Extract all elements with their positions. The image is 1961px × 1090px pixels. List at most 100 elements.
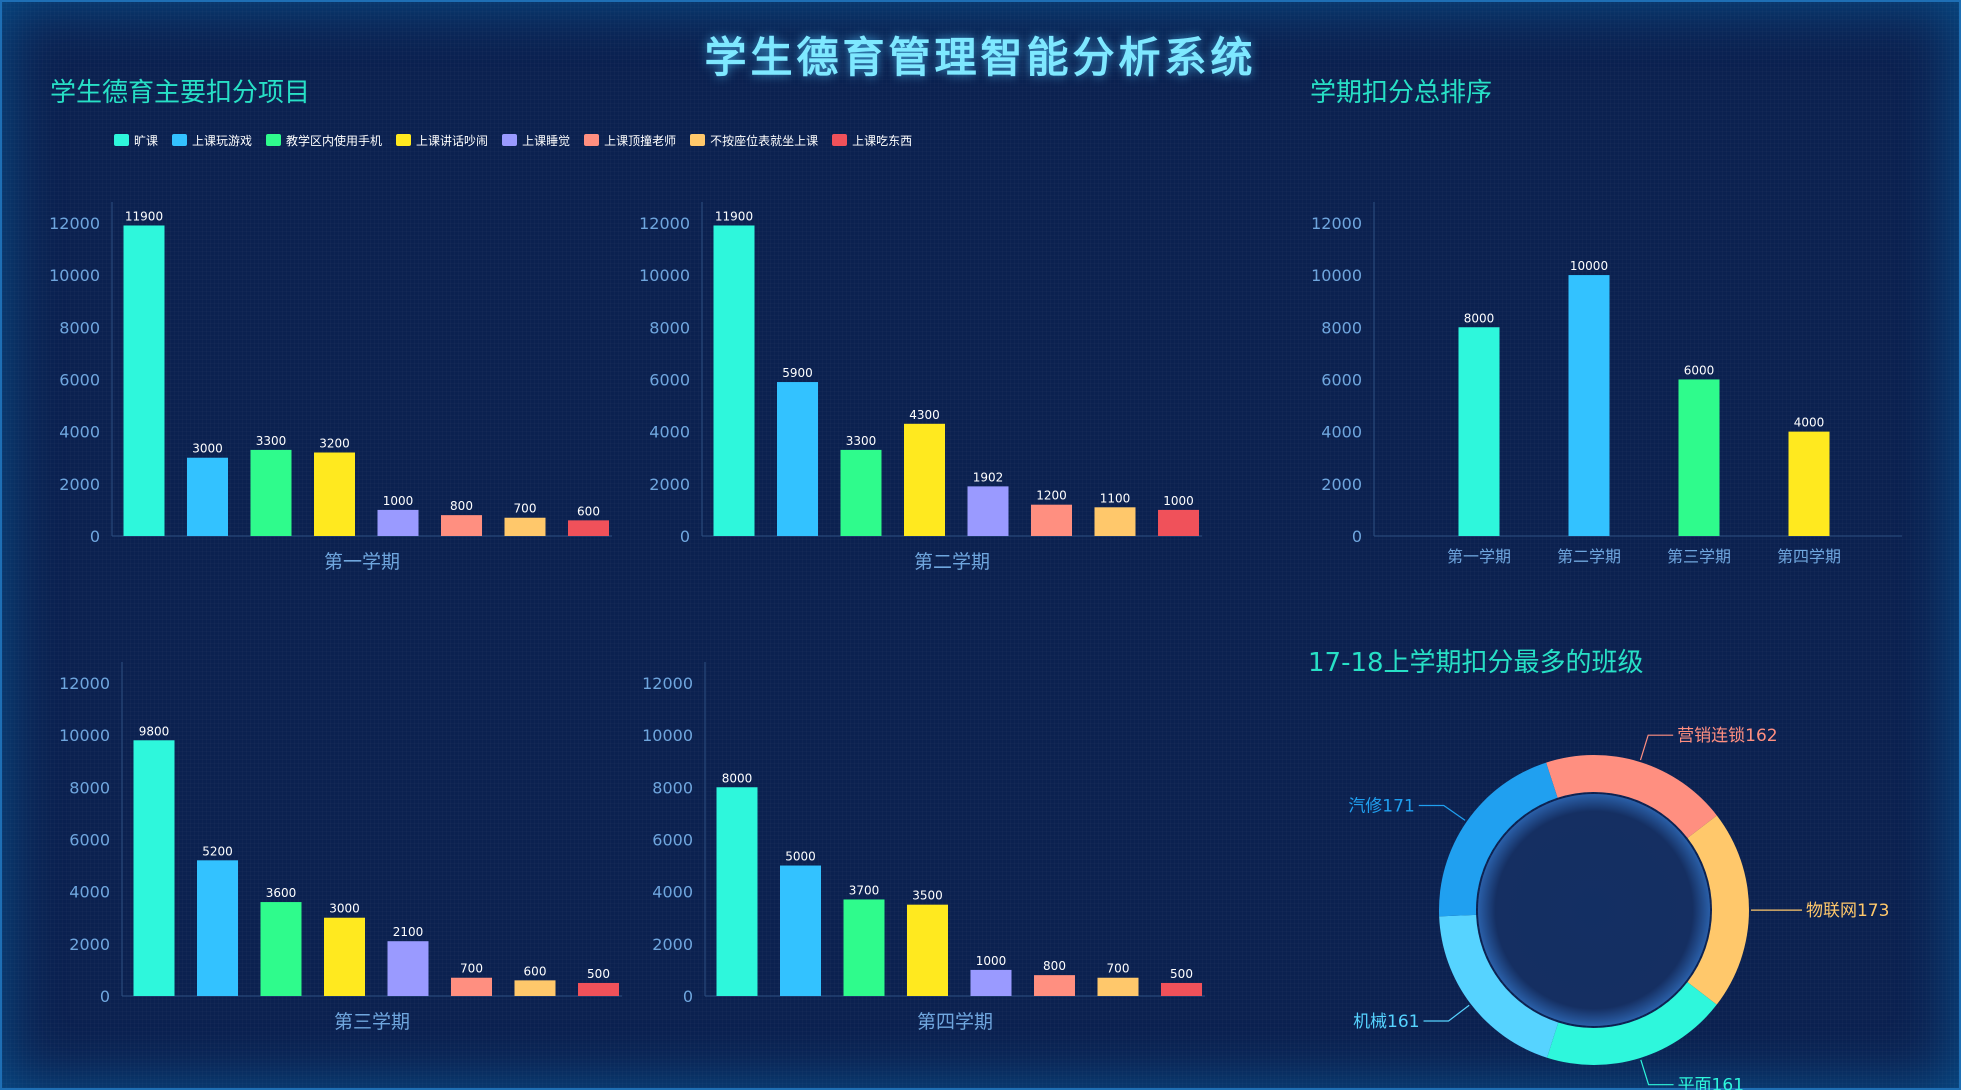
bar [1161, 982, 1202, 996]
legend-item[interactable]: 上课吃东西 [832, 132, 912, 149]
bar [1458, 327, 1500, 536]
y-tick-label: 12000 [49, 214, 100, 233]
legend-label: 上课讲话吵闹 [416, 133, 489, 148]
term2-bar-chart: 0 2000 4000 6000 8000 10000 12000 11900 5900 3300… [639, 202, 1202, 573]
legend-item[interactable]: 上课睡觉 [502, 132, 570, 149]
bar-value-label: 5200 [202, 844, 233, 858]
bar-value-label: 500 [587, 967, 610, 981]
bar [451, 977, 492, 996]
page-title: 学生德育管理智能分析系统 [704, 33, 1257, 82]
y-tick-label: 6000 [69, 830, 110, 849]
legend-item[interactable]: 不按座位表就坐上课 [690, 132, 818, 149]
y-tick-label: 0 [683, 987, 693, 1006]
y-tick-label: 4000 [69, 883, 110, 902]
bar-value-label: 8000 [1464, 311, 1495, 325]
top-classes-section-title: 17-18上学期扣分最多的班级 [1308, 648, 1644, 678]
legend-label: 上课吃东西 [852, 133, 913, 148]
bar [314, 452, 355, 536]
y-tick-label: 8000 [69, 778, 110, 797]
donut-center [1478, 794, 1710, 1026]
donut-slice [1439, 762, 1558, 917]
bar-value-label: 700 [460, 962, 483, 976]
bar-value-label: 4000 [1794, 416, 1825, 430]
y-tick-label: 2000 [649, 475, 690, 494]
y-tick-label: 2000 [652, 935, 693, 954]
y-tick-label: 8000 [652, 778, 693, 797]
bar-value-label: 10000 [1570, 259, 1608, 273]
y-tick-label: 0 [100, 987, 110, 1006]
bar [907, 904, 948, 996]
y-tick-label: 10000 [59, 726, 110, 745]
bar-value-label: 3300 [846, 434, 877, 448]
bar-value-label: 800 [450, 499, 473, 513]
y-tick-label: 4000 [652, 883, 693, 902]
bar [1568, 275, 1610, 536]
bar [1158, 509, 1199, 536]
legend-swatch [266, 134, 282, 146]
bar-value-label: 1200 [1036, 489, 1067, 503]
donut-slice [1546, 755, 1717, 839]
legend-item[interactable]: 旷课 [114, 132, 158, 149]
bar [324, 917, 365, 996]
bar-value-label: 500 [1170, 967, 1193, 981]
y-tick-label: 0 [90, 527, 100, 546]
bar [1034, 975, 1075, 996]
y-tick-label: 10000 [49, 266, 100, 285]
legend-swatch [114, 134, 129, 146]
legend-label: 不按座位表就坐上课 [710, 133, 819, 148]
y-tick-label: 4000 [649, 423, 690, 442]
bar-value-label: 3300 [256, 434, 287, 448]
bar [904, 423, 945, 536]
bar-value-label: 3700 [849, 883, 880, 897]
bar [514, 980, 556, 996]
y-tick-label: 12000 [59, 674, 110, 693]
donut-slice-label: 汽修171 [1348, 796, 1414, 816]
bar-value-label: 5900 [782, 366, 813, 380]
bar [377, 509, 419, 536]
bar [1678, 379, 1720, 536]
legend-swatch [396, 134, 412, 146]
bar-value-label: 1000 [1163, 494, 1194, 508]
bar-value-label: 3000 [329, 902, 360, 916]
y-tick-label: 6000 [649, 370, 690, 389]
bar-value-label: 3500 [912, 889, 943, 903]
donut-leader-line [1423, 1004, 1470, 1022]
donut-leader-line [1639, 734, 1674, 761]
y-tick-label: 4000 [1321, 423, 1362, 442]
y-tick-label: 2000 [69, 935, 110, 954]
bar-value-label: 1902 [973, 470, 1004, 484]
donut-slice-label: 平面161 [1678, 1076, 1744, 1090]
bar [123, 225, 165, 536]
legend-label: 教学区内使用手机 [286, 133, 383, 148]
legend-item[interactable]: 上课玩游戏 [172, 132, 252, 149]
bar-value-label: 3000 [192, 442, 223, 456]
donut-slice [1439, 914, 1559, 1058]
bar-value-label: 6000 [1684, 363, 1715, 377]
y-tick-label: 10000 [642, 726, 693, 745]
bar-value-label: 600 [577, 504, 600, 518]
donut-leader-line [1640, 1059, 1674, 1086]
donut-slice-label: 物联网173 [1806, 901, 1889, 921]
term4-bar-chart: 0 2000 4000 6000 8000 10000 12000 8000 5000 3700 3… [642, 662, 1205, 1033]
bar-value-label: 5000 [785, 850, 816, 864]
y-tick-label: 12000 [639, 214, 690, 233]
y-tick-label: 8000 [59, 318, 100, 337]
bar-value-label: 1000 [976, 954, 1007, 968]
legend-swatch [690, 134, 706, 146]
legend-item[interactable]: 上课讲话吵闹 [396, 132, 488, 149]
y-tick-label: 6000 [1321, 370, 1362, 389]
legend-item[interactable]: 教学区内使用手机 [266, 132, 382, 149]
bar-value-label: 3200 [319, 437, 350, 451]
legend-item[interactable]: 上课顶撞老师 [584, 132, 676, 149]
bar [441, 515, 482, 536]
bar [1097, 977, 1139, 996]
bar [840, 449, 882, 536]
deduction-items-section-title: 学生德育主要扣分项目 [50, 78, 311, 108]
legend-swatch [584, 134, 600, 146]
bar-value-label: 600 [524, 964, 547, 978]
bar [504, 517, 546, 536]
x-tick-label: 第三学期 [1667, 547, 1731, 566]
x-axis-label: 第三学期 [334, 1011, 410, 1033]
x-axis-label: 第四学期 [917, 1011, 993, 1033]
